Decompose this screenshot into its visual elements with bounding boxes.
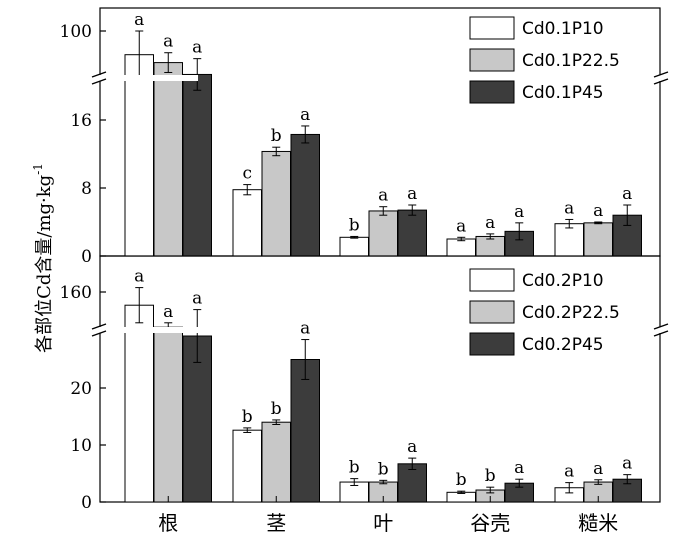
significance-letter: b — [485, 466, 496, 486]
bar — [397, 463, 427, 503]
bar — [368, 210, 398, 257]
legend-label: Cd0.1P22.5 — [522, 51, 620, 71]
bar — [261, 150, 291, 257]
significance-letter: a — [593, 201, 603, 221]
x-category-label: 根 — [158, 511, 178, 535]
x-category-label: 叶 — [373, 511, 393, 535]
y-tick-label: 0 — [81, 493, 92, 513]
bar — [153, 62, 183, 257]
bar — [153, 326, 183, 503]
axis-break-mark — [91, 323, 107, 330]
x-category-label: 谷壳 — [470, 511, 510, 535]
legend-label: Cd0.1P45 — [522, 83, 604, 103]
axis-break-mark — [91, 330, 107, 337]
bar — [232, 429, 262, 503]
y-axis-label: 各部位Cd含量/mg·kg-1 — [31, 163, 55, 353]
x-category-label: 糙米 — [578, 511, 618, 535]
legend-swatch — [469, 300, 515, 324]
significance-letter: a — [134, 10, 144, 30]
bar — [446, 238, 476, 257]
significance-letter: c — [242, 164, 252, 184]
y-tick-label: 10 — [70, 436, 92, 456]
axis-break-mark — [91, 78, 107, 85]
significance-letter: a — [485, 213, 495, 233]
significance-letter: b — [349, 215, 360, 235]
significance-letter: a — [407, 184, 417, 204]
y-tick-label: 100 — [60, 22, 92, 42]
y-tick-label: 20 — [70, 379, 92, 399]
y-tick-label: 8 — [81, 179, 92, 199]
significance-letter: a — [622, 454, 632, 474]
bar — [232, 189, 262, 257]
axis-break-gap — [650, 75, 670, 81]
bar — [124, 304, 154, 503]
x-category-label: 茎 — [266, 511, 286, 535]
significance-letter: a — [192, 38, 202, 58]
legend-swatch — [469, 16, 515, 40]
bar — [583, 222, 613, 257]
significance-letter: b — [242, 407, 253, 427]
significance-letter: a — [300, 319, 310, 339]
significance-letter: b — [271, 126, 282, 146]
bar — [124, 54, 154, 257]
bar — [182, 73, 212, 257]
significance-letter: b — [349, 458, 360, 478]
bar — [397, 209, 427, 257]
significance-letter: a — [378, 186, 388, 206]
bar — [554, 223, 584, 257]
y-tick-label: 16 — [70, 111, 92, 131]
bar — [182, 335, 212, 503]
legend-swatch — [469, 332, 515, 356]
axis-break-mark — [653, 71, 669, 78]
legend-label: Cd0.2P45 — [522, 335, 604, 355]
significance-letter: a — [622, 184, 632, 204]
significance-letter: a — [456, 216, 466, 236]
significance-letter: a — [564, 462, 574, 482]
significance-letter: a — [163, 32, 173, 52]
legend-swatch — [469, 48, 515, 72]
significance-letter: b — [378, 459, 389, 479]
significance-letter: a — [192, 289, 202, 309]
axis-break-mark — [653, 323, 669, 330]
legend-swatch — [469, 268, 515, 292]
bar — [261, 421, 291, 503]
axis-break-gap — [650, 327, 670, 333]
legend-label: Cd0.1P10 — [522, 19, 604, 39]
axis-break-mark — [653, 330, 669, 337]
legend-label: Cd0.2P22.5 — [522, 303, 620, 323]
significance-letter: a — [134, 267, 144, 287]
axis-break-gap — [86, 327, 198, 333]
bar — [290, 133, 320, 257]
y-tick-label: 0 — [81, 247, 92, 267]
significance-letter: a — [300, 105, 310, 125]
bar — [339, 236, 369, 257]
significance-letter: a — [163, 302, 173, 322]
legend-label: Cd0.2P10 — [522, 271, 604, 291]
bar — [290, 359, 320, 503]
y-tick-label: 160 — [60, 283, 92, 303]
significance-letter: b — [456, 470, 467, 490]
significance-letter: a — [514, 202, 524, 222]
significance-letter: a — [514, 458, 524, 478]
significance-letter: a — [564, 198, 574, 218]
axis-break-mark — [91, 71, 107, 78]
legend-swatch — [469, 80, 515, 104]
significance-letter: a — [407, 437, 417, 457]
significance-letter: a — [593, 459, 603, 479]
significance-letter: b — [271, 399, 282, 419]
axis-break-mark — [653, 78, 669, 85]
axis-break-gap — [86, 75, 198, 81]
